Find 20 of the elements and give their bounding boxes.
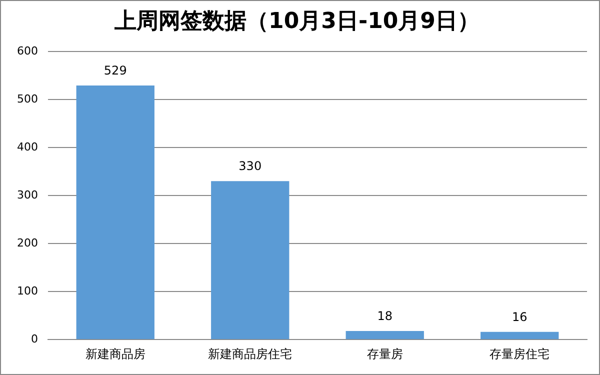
y-tick-label: 400 [16, 140, 38, 154]
bar [346, 330, 424, 340]
y-tick-label: 600 [16, 44, 38, 58]
y-tick-label: 300 [16, 188, 38, 202]
bar [480, 332, 559, 340]
x-tick-label: 新建商品房住宅 [208, 346, 292, 361]
data-label: 16 [512, 310, 528, 324]
chart-title: 上周网签数据（10月3日-10月9日） [114, 8, 480, 34]
bar [76, 86, 154, 340]
y-tick-label: 100 [16, 284, 38, 298]
x-tick-label: 存量房 [366, 346, 403, 361]
data-label: 529 [104, 64, 127, 78]
x-tick-label: 存量房住宅 [490, 346, 550, 361]
bar [211, 181, 290, 340]
data-label: 330 [238, 159, 262, 174]
y-tick-label: 0 [30, 332, 38, 346]
x-tick-label: 新建商品房 [85, 346, 146, 361]
y-tick-label: 200 [16, 236, 38, 250]
y-tick-label: 500 [16, 92, 38, 106]
data-label: 18 [377, 309, 393, 324]
